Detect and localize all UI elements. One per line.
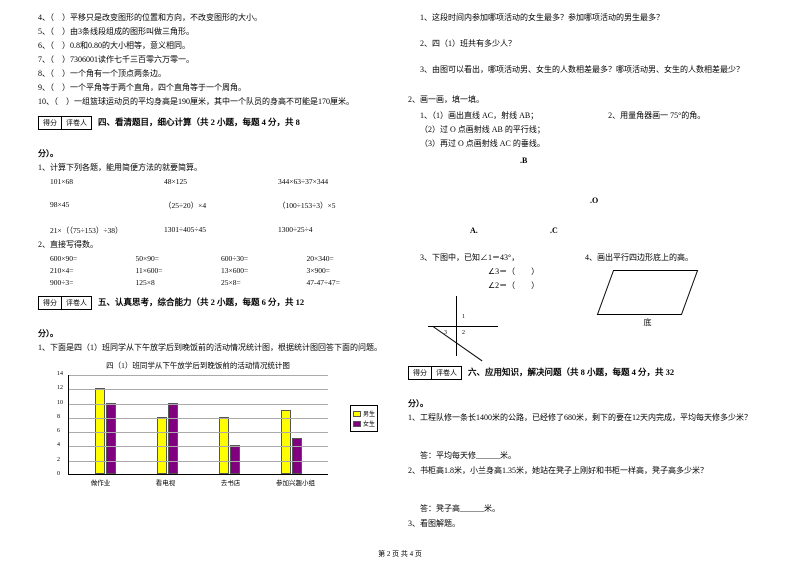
ang3: ∠2＝（ ） — [488, 280, 585, 292]
left-column: 4、（ ）平移只是改变图形的位置和方向，不改变图形的大小。 5、（ ）由3条线段… — [30, 10, 400, 540]
q6-3: 3、看图解题。 — [408, 518, 762, 530]
page-footer: 第 2 页 共 4 页 — [0, 549, 800, 559]
section-6-suffix: 分）。 — [408, 398, 762, 410]
calc-q1: 1、计算下列各题，能用简便方法的就要简算。 — [38, 162, 392, 174]
chart-xlabels: 做作业 看电视 去书店 参加兴趣小组 — [68, 477, 328, 487]
section-4-title: 四、看清题目，细心计算（共 2 小题，每题 4 分，共 8 — [98, 117, 300, 127]
chart-title: 四（1）班同学从下午放学后到晚饭前的活动情况统计图 — [68, 360, 328, 371]
geo-q4: 4、画出平行四边形底上的高。 — [585, 252, 762, 264]
tf-item: 6、（ ）0.8和0.80的大小相等，意义相同。 — [38, 40, 392, 52]
score-label: 得分 — [39, 117, 62, 129]
section-5-suffix: 分）。 — [38, 328, 392, 340]
rq-item: 3、由图可以看出，哪项活动男、女生的人数相差最多？哪项活动男、女生的人数相差最少… — [420, 64, 762, 76]
tf-item: 7、（ ）7306001读作七千三百零六万零一。 — [38, 54, 392, 66]
point-b: .B — [520, 156, 527, 165]
grader-label: 评卷人 — [62, 297, 91, 309]
q5-1: 1、下面是四（1）班同学从下午放学后到晚饭前的活动情况统计图，根据统计图回答下面… — [38, 342, 392, 354]
geo-q2: 2、用量角器画一 75°的角。 — [608, 110, 762, 122]
geo-q3: 3、下图中，已知∠1＝43°， — [420, 252, 585, 264]
grader-label: 评卷人 — [432, 367, 461, 379]
right-column: 1、这段时间内参加哪项活动的女生最多？参加哪项活动的男生最多？ 2、四（1）班共… — [400, 10, 770, 540]
chart-area: 男生 女生 02468101214 — [68, 375, 328, 475]
calc-row: 101×6848×125344×63÷37×344 — [50, 177, 392, 186]
calc-q2: 2、直接写得数。 — [38, 239, 392, 251]
section-6-title: 六、应用知识，解决问题（共 8 小题，每题 4 分，共 32 — [468, 367, 674, 377]
geo-q1c: （3）再过 O 点画射线 AC 的垂线。 — [420, 138, 608, 150]
parallelogram-icon — [597, 270, 698, 315]
rq-item: 1、这段时间内参加哪项活动的女生最多？参加哪项活动的男生最多？ — [420, 12, 762, 24]
score-label: 得分 — [409, 367, 432, 379]
tf-list: 4、（ ）平移只是改变图形的位置和方向，不改变图形的大小。 5、（ ）由3条线段… — [38, 12, 392, 108]
angle-figure: 1 2 3 — [428, 296, 498, 356]
point-a: A. — [470, 226, 478, 235]
tf-item: 5、（ ）由3条线段组成的图形叫做三角形。 — [38, 26, 392, 38]
score-box: 得分 评卷人 — [38, 296, 92, 310]
section-4-suffix: 分）。 — [38, 148, 392, 160]
calc-row: 98×45（25÷20）×4（100÷153÷3）×5 — [50, 200, 392, 211]
calc-row: 210×4=11×600=13×600=3×900= — [50, 266, 392, 275]
tf-item: 4、（ ）平移只是改变图形的位置和方向，不改变图形的大小。 — [38, 12, 392, 24]
ang2: ∠3＝（ ） — [488, 266, 585, 278]
point-o: .O — [590, 196, 598, 205]
calc-row: 900÷3=125×825×8=47-47÷47= — [50, 278, 392, 287]
grader-label: 评卷人 — [62, 117, 91, 129]
base-label: 底 — [605, 317, 690, 328]
tf-item: 9、（ ）一个平角等于两个直角，四个直角等于一个周角。 — [38, 82, 392, 94]
geo-head: 2、画一画，填一填。 — [408, 94, 762, 106]
score-box: 得分 评卷人 — [38, 116, 92, 130]
rq-item: 2、四（1）班共有多少人？ — [420, 38, 762, 50]
geo-q1a: 1、（1）画出直线 AC，射线 AB； — [420, 110, 608, 122]
tf-item: 8、（ ）一个角有一个顶点两条边。 — [38, 68, 392, 80]
score-box: 得分 评卷人 — [408, 366, 462, 380]
q6-2: 2、书柜高1.8米，小兰身高1.35米，她站在凳子上刚好和书柜一样高，凳子高多少… — [408, 465, 762, 477]
ans-2: 答：凳子高______米。 — [420, 503, 762, 514]
q6-1: 1、工程队修一条长1400米的公路，已经修了680米，剩下的要在12天内完成，平… — [408, 412, 762, 424]
geo-q1b: （2）过 O 点画射线 AB 的平行线； — [420, 124, 608, 136]
calc-row: 600×90=50×90=600÷30=20×340= — [50, 254, 392, 263]
calc-row: 21×（（75÷153）÷38）1301÷405÷451300÷25÷4 — [50, 225, 392, 236]
ans-1: 答：平均每天修______米。 — [420, 450, 762, 461]
geo-points: .B .O A. .C — [420, 156, 762, 246]
score-label: 得分 — [39, 297, 62, 309]
bar-chart: 四（1）班同学从下午放学后到晚饭前的活动情况统计图 男生 女生 02468101… — [68, 360, 328, 487]
section-5-title: 五、认真思考，综合能力（共 2 小题，每题 6 分，共 12 — [98, 297, 304, 307]
point-c: .C — [550, 226, 558, 235]
tf-item: 10、（ ）一组篮球运动员的平均身高是190厘米，其中一个队员的身高不可能是17… — [38, 96, 392, 108]
chart-legend: 男生 女生 — [350, 405, 378, 432]
